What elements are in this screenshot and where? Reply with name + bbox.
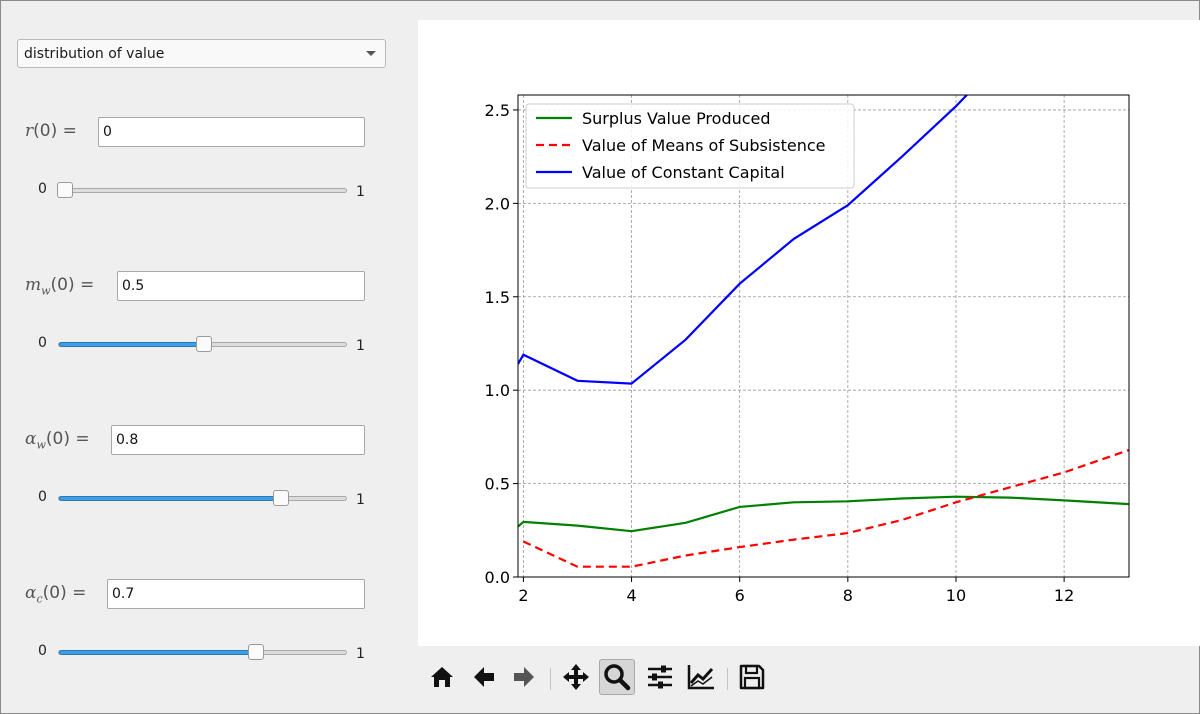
- pan-button[interactable]: [558, 659, 594, 695]
- slider-fill: [59, 342, 204, 347]
- configure-subplots-button[interactable]: [642, 659, 678, 695]
- pan-icon: [563, 664, 589, 690]
- home-button[interactable]: [424, 659, 460, 695]
- param-symbol: r: [25, 121, 34, 141]
- x-tick-label: 2: [518, 586, 528, 605]
- dropdown-selected-value: distribution of value: [24, 46, 165, 62]
- legend-box: [525, 103, 855, 189]
- y-tick-label: 2.0: [485, 194, 510, 213]
- edit-axis-icon: [687, 665, 714, 690]
- back-arrow-icon: [474, 667, 494, 687]
- toolbar-separator: [550, 668, 551, 690]
- configure-subplots-icon: [648, 665, 672, 689]
- x-tick-label: 10: [946, 586, 966, 605]
- param-label: r(0) =: [25, 121, 77, 141]
- param-symbol: α: [25, 429, 37, 449]
- legend-entry: Value of Constant Capital: [582, 163, 785, 182]
- slider-handle[interactable]: [273, 490, 290, 506]
- slider-fill: [59, 496, 282, 501]
- y-tick-label: 0.5: [485, 475, 510, 494]
- param-symbol: m: [25, 275, 42, 295]
- forward-button[interactable]: [506, 659, 542, 695]
- slider-max-label: 1: [356, 338, 365, 354]
- slider-min-label: 0: [38, 335, 47, 351]
- forward-arrow-icon: [514, 667, 534, 687]
- slider-max-label: 1: [356, 184, 365, 200]
- chevron-down-icon: [366, 51, 376, 56]
- param-label: αc(0) =: [25, 583, 86, 605]
- line-chart: 2 4 6 8 10 12 0.0 0.5 1.0 1.5 2.0 2.5 Surplus Value …: [485, 94, 1130, 605]
- edit-axis-button[interactable]: [683, 659, 719, 695]
- slider-max-label: 1: [356, 492, 365, 508]
- series-line-2: [518, 95, 968, 385]
- home-icon: [431, 667, 453, 687]
- x-tick-label: 8: [843, 586, 853, 605]
- param-suffix: (0) =: [50, 275, 95, 295]
- y-tick-label: 1.5: [485, 288, 510, 307]
- param-slider[interactable]: [58, 644, 347, 660]
- param-value-input[interactable]: 0.8: [111, 425, 365, 455]
- param-value-input[interactable]: 0.7: [107, 579, 365, 609]
- plot-type-dropdown[interactable]: distribution of value: [17, 39, 386, 68]
- series-line-0: [518, 495, 1129, 533]
- slider-handle[interactable]: [195, 336, 212, 352]
- back-button[interactable]: [466, 659, 502, 695]
- y-tick-label: 0.0: [485, 568, 510, 587]
- plot-frame: [517, 94, 1130, 578]
- param-symbol: α: [25, 583, 37, 603]
- param-slider[interactable]: [58, 490, 347, 506]
- param-subscript: w: [36, 438, 46, 452]
- slider-handle[interactable]: [248, 644, 265, 660]
- save-button[interactable]: [734, 659, 770, 695]
- x-tick-label: 12: [1054, 586, 1074, 605]
- param-label: mw(0) =: [25, 275, 94, 297]
- series-line-1: [522, 448, 1129, 568]
- slider-fill: [59, 650, 257, 655]
- zoom-button[interactable]: [599, 659, 635, 695]
- legend-entry: Surplus Value Produced: [582, 109, 771, 128]
- slider-min-label: 0: [38, 181, 47, 197]
- slider-min-label: 0: [38, 489, 47, 505]
- param-suffix: (0) =: [42, 583, 87, 603]
- x-tick-label: 6: [735, 586, 745, 605]
- legend-entry: Value of Means of Subsistence: [582, 136, 826, 155]
- slider-max-label: 1: [356, 646, 365, 662]
- param-value-input[interactable]: 0.5: [117, 271, 365, 301]
- param-subscript: w: [41, 284, 51, 298]
- param-value-input[interactable]: 0: [98, 117, 365, 147]
- toolbar-separator: [727, 668, 728, 690]
- save-icon: [739, 664, 765, 690]
- param-subscript: c: [36, 592, 43, 606]
- slider-min-label: 0: [38, 643, 47, 659]
- slider-handle[interactable]: [57, 182, 73, 198]
- zoom-icon: [604, 664, 631, 691]
- param-suffix: (0) =: [45, 429, 90, 449]
- param-slider[interactable]: [58, 336, 347, 352]
- param-label: αw(0) =: [25, 429, 90, 451]
- y-tick-label: 2.5: [485, 101, 510, 120]
- x-tick-label: 4: [626, 586, 636, 605]
- param-suffix: (0) =: [33, 121, 77, 141]
- y-tick-label: 1.0: [485, 381, 510, 400]
- param-slider[interactable]: [57, 182, 347, 198]
- plot-figure: 2 4 6 8 10 12 0.0 0.5 1.0 1.5 2.0 2.5 Surplus Value …: [418, 20, 1200, 646]
